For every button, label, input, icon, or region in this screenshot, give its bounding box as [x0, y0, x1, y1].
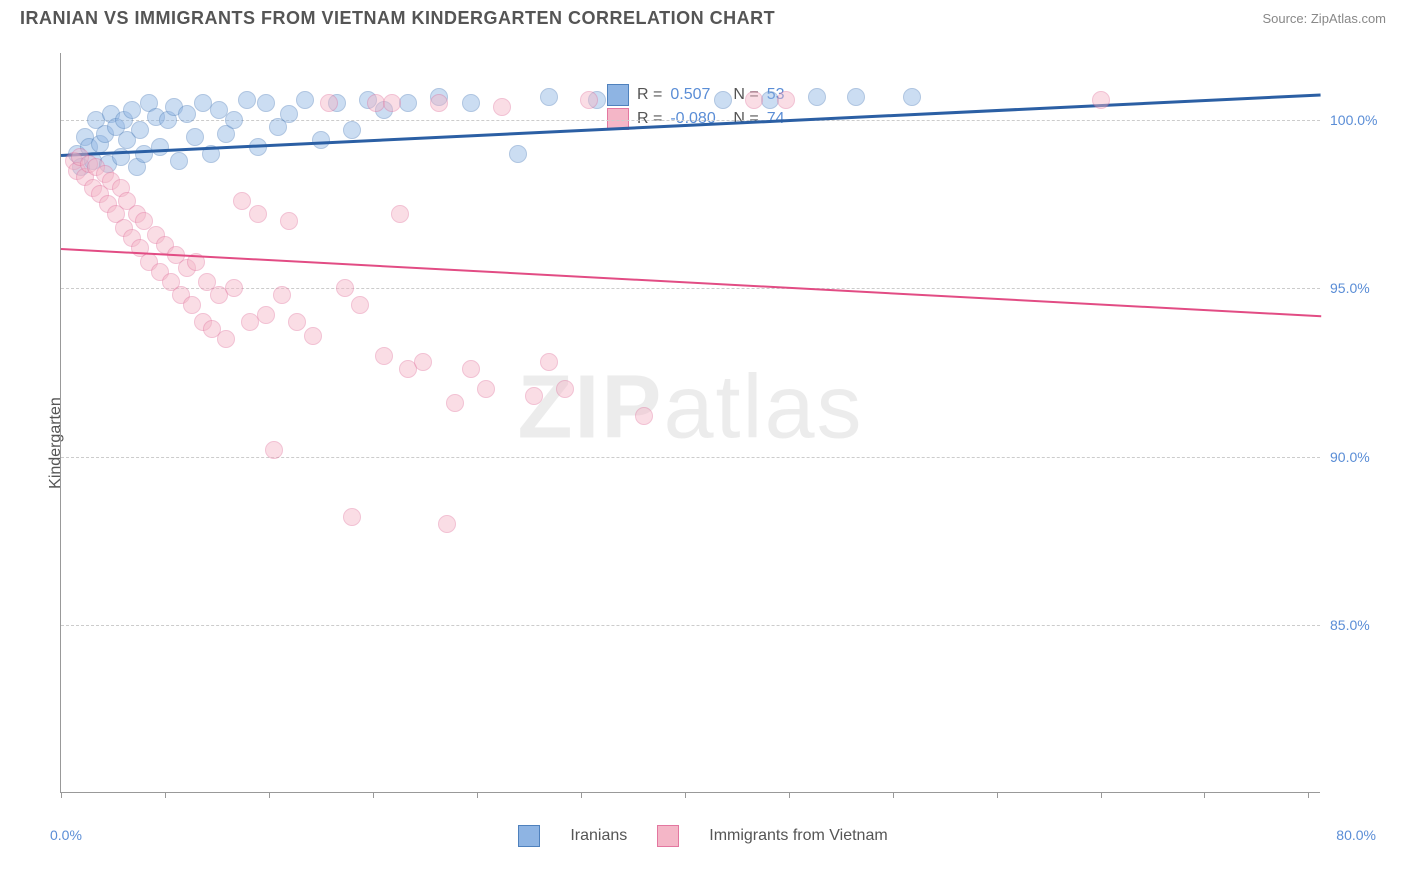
plot-area: ZIPatlas R = 0.507 N = 53 R = -0.080 N =…: [60, 53, 1320, 793]
scatter-point-series-0: [903, 88, 921, 106]
x-tick: [269, 792, 270, 798]
y-tick-label: 90.0%: [1330, 449, 1390, 465]
scatter-point-series-0: [509, 145, 527, 163]
scatter-point-series-1: [477, 380, 495, 398]
scatter-point-series-1: [288, 313, 306, 331]
scatter-point-series-1: [635, 407, 653, 425]
x-tick: [1101, 792, 1102, 798]
scatter-point-series-0: [808, 88, 826, 106]
scatter-point-series-1: [1092, 91, 1110, 109]
scatter-point-series-0: [170, 152, 188, 170]
bottom-legend: Iranians Immigrants from Vietnam: [0, 825, 1406, 847]
gridline-h: [61, 457, 1320, 458]
scatter-point-series-1: [493, 98, 511, 116]
scatter-point-series-1: [183, 296, 201, 314]
scatter-point-series-0: [178, 105, 196, 123]
scatter-point-series-1: [556, 380, 574, 398]
scatter-point-series-1: [217, 330, 235, 348]
scatter-point-series-1: [375, 347, 393, 365]
scatter-point-series-1: [462, 360, 480, 378]
scatter-point-series-1: [233, 192, 251, 210]
scatter-point-series-0: [131, 121, 149, 139]
x-tick: [893, 792, 894, 798]
scatter-point-series-0: [123, 101, 141, 119]
scatter-point-series-0: [847, 88, 865, 106]
scatter-point-series-1: [225, 279, 243, 297]
watermark: ZIPatlas: [517, 356, 863, 459]
x-tick: [373, 792, 374, 798]
scatter-point-series-0: [540, 88, 558, 106]
scatter-point-series-1: [540, 353, 558, 371]
x-tick: [61, 792, 62, 798]
scatter-point-series-1: [777, 91, 795, 109]
scatter-point-series-0: [399, 94, 417, 112]
scatter-point-series-0: [280, 105, 298, 123]
scatter-point-series-1: [257, 306, 275, 324]
scatter-point-series-1: [391, 205, 409, 223]
swatch-series-0: [607, 84, 629, 106]
x-tick: [997, 792, 998, 798]
x-tick: [685, 792, 686, 798]
scatter-point-series-1: [745, 91, 763, 109]
legend-label-0: Iranians: [570, 827, 627, 845]
scatter-point-series-1: [525, 387, 543, 405]
scatter-point-series-1: [430, 94, 448, 112]
scatter-point-series-1: [249, 205, 267, 223]
legend-swatch-0: [518, 825, 540, 847]
y-tick-label: 95.0%: [1330, 280, 1390, 296]
r-label-0: R =: [637, 86, 662, 104]
y-tick-label: 100.0%: [1330, 112, 1390, 128]
chart-header: IRANIAN VS IMMIGRANTS FROM VIETNAM KINDE…: [0, 0, 1406, 33]
gridline-h: [61, 625, 1320, 626]
x-tick: [1308, 792, 1309, 798]
x-tick: [477, 792, 478, 798]
watermark-atlas: atlas: [663, 357, 863, 457]
source-attribution: Source: ZipAtlas.com: [1262, 11, 1386, 26]
legend-swatch-1: [657, 825, 679, 847]
scatter-point-series-0: [714, 91, 732, 109]
x-tick: [1204, 792, 1205, 798]
scatter-point-series-1: [383, 94, 401, 112]
x-tick: [789, 792, 790, 798]
scatter-point-series-1: [320, 94, 338, 112]
scatter-point-series-0: [343, 121, 361, 139]
scatter-point-series-0: [296, 91, 314, 109]
legend-label-1: Immigrants from Vietnam: [709, 827, 887, 845]
scatter-point-series-1: [351, 296, 369, 314]
scatter-point-series-1: [304, 327, 322, 345]
scatter-point-series-1: [280, 212, 298, 230]
chart-container: Kindergarten ZIPatlas R = 0.507 N = 53 R…: [0, 33, 1406, 853]
scatter-point-series-0: [186, 128, 204, 146]
n-label-1: N =: [733, 110, 758, 128]
scatter-point-series-0: [225, 111, 243, 129]
scatter-point-series-1: [414, 353, 432, 371]
scatter-point-series-0: [238, 91, 256, 109]
scatter-point-series-0: [462, 94, 480, 112]
scatter-point-series-1: [265, 441, 283, 459]
scatter-point-series-1: [580, 91, 598, 109]
scatter-point-series-1: [343, 508, 361, 526]
scatter-point-series-0: [257, 94, 275, 112]
scatter-point-series-1: [273, 286, 291, 304]
scatter-point-series-0: [151, 138, 169, 156]
x-tick: [581, 792, 582, 798]
trend-line-series-1: [61, 248, 1321, 317]
scatter-point-series-1: [336, 279, 354, 297]
y-tick-label: 85.0%: [1330, 617, 1390, 633]
gridline-h: [61, 120, 1320, 121]
x-tick: [165, 792, 166, 798]
chart-title: IRANIAN VS IMMIGRANTS FROM VIETNAM KINDE…: [20, 8, 775, 29]
gridline-h: [61, 288, 1320, 289]
scatter-point-series-1: [438, 515, 456, 533]
scatter-point-series-1: [446, 394, 464, 412]
